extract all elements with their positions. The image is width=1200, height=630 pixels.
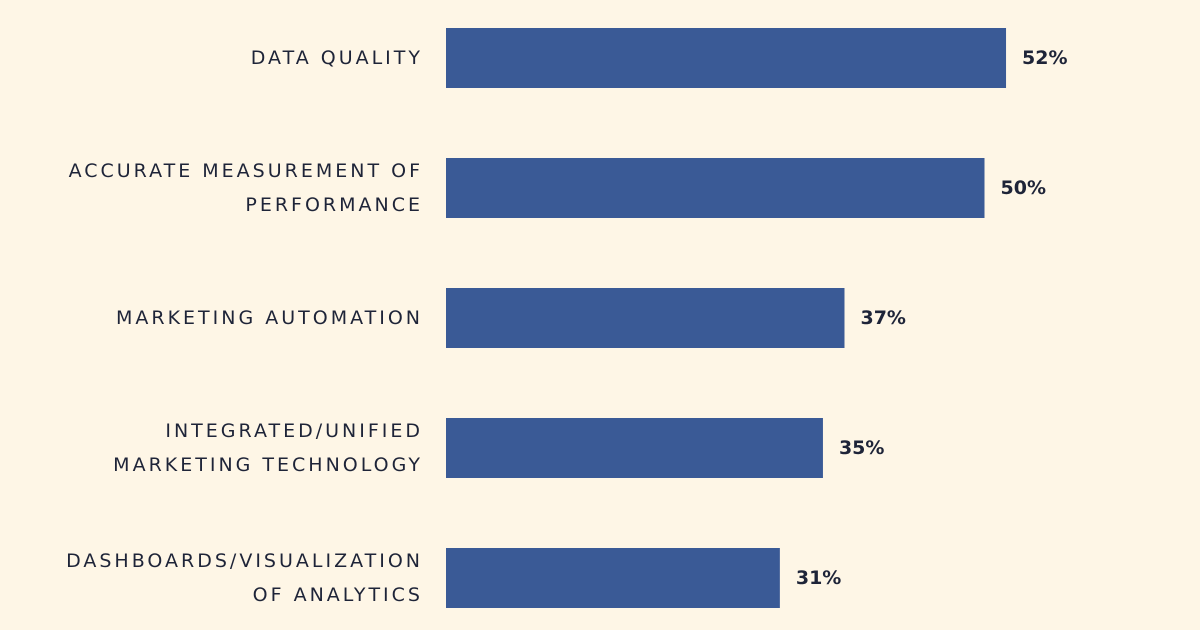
value-label-4: 35%	[839, 437, 884, 459]
category-label-3: MARKETING AUTOMATION	[116, 307, 423, 329]
category-label-5-line-2: OF ANALYTICS	[253, 584, 423, 606]
category-label-5-line-1: DASHBOARDS/VISUALIZATION	[66, 550, 423, 572]
category-label-1: DATA QUALITY	[251, 47, 423, 69]
bar-1	[446, 28, 1007, 88]
bar-5	[446, 548, 780, 608]
category-label-4-line-1: INTEGRATED/UNIFIED	[165, 420, 423, 442]
value-labels: 52% 50% 37% 35% 31%	[796, 47, 1068, 589]
value-label-1: 52%	[1022, 47, 1067, 69]
bars	[446, 28, 1007, 608]
bar-3	[446, 288, 845, 348]
category-label-4-line-2: MARKETING TECHNOLOGY	[113, 454, 423, 476]
value-label-2: 50%	[1001, 177, 1046, 199]
bar-4	[446, 418, 823, 478]
bar-2	[446, 158, 985, 218]
value-label-3: 37%	[860, 307, 905, 329]
category-label-2-line-1: ACCURATE MEASUREMENT OF	[69, 160, 423, 182]
value-label-5: 31%	[796, 567, 841, 589]
category-label-2-line-2: PERFORMANCE	[245, 194, 423, 216]
category-labels: DATA QUALITY ACCURATE MEASUREMENT OF PERFO…	[66, 47, 423, 606]
